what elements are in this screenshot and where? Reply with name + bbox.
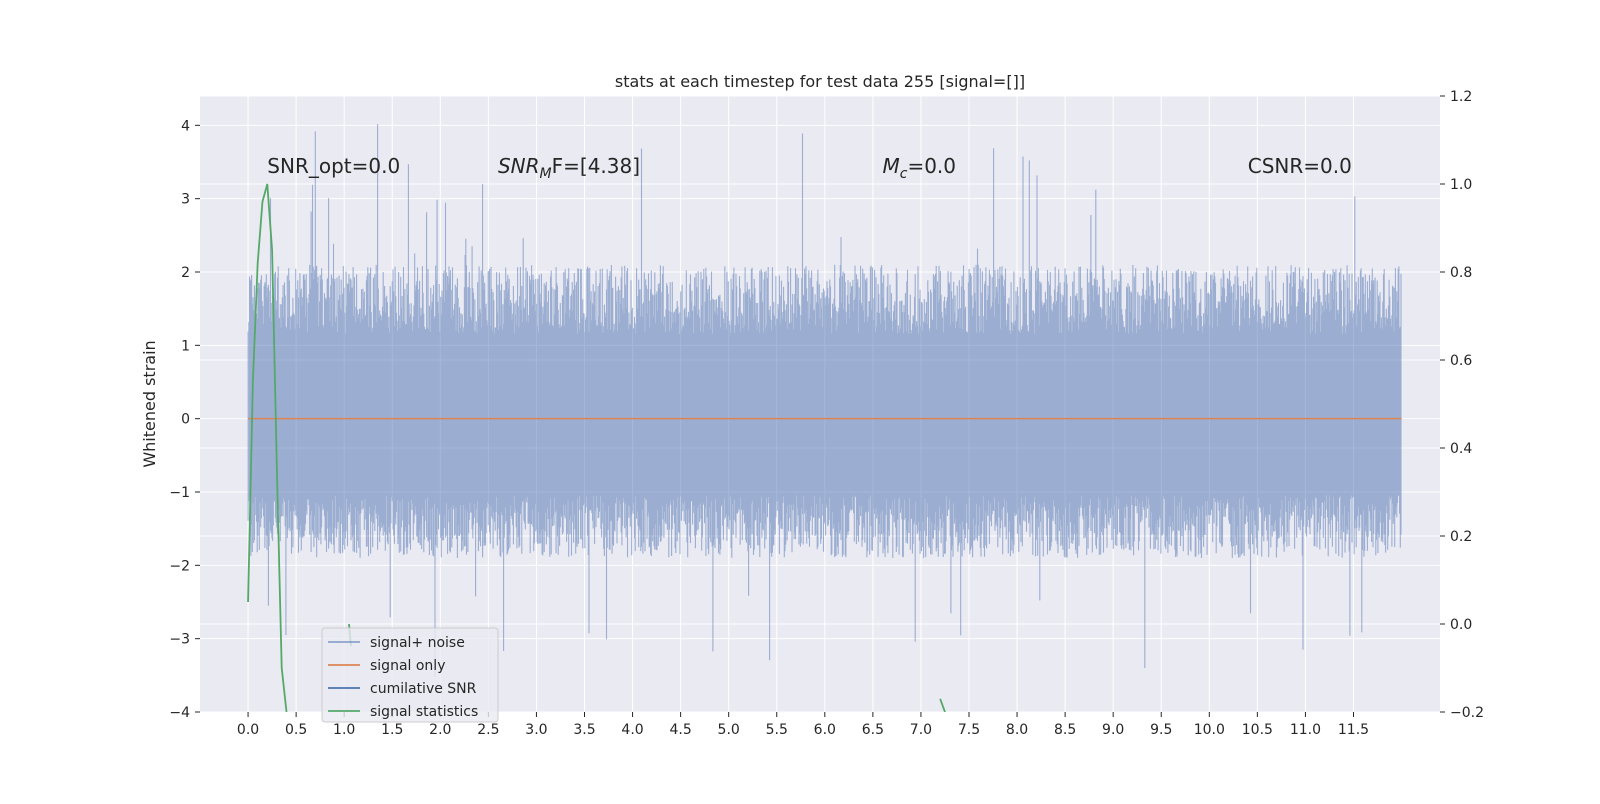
x-tick-label: 11.5 — [1338, 722, 1369, 738]
stat-annotation: Mc=0.0 — [882, 154, 956, 182]
y-tick-label: −2 — [169, 558, 190, 574]
y2-tick-label: 1.0 — [1450, 177, 1472, 193]
x-tick-label: 10.0 — [1194, 722, 1225, 738]
series-signal-statistics — [247, 183, 288, 712]
x-tick-label: 2.0 — [429, 722, 451, 738]
x-tick-label: 5.0 — [718, 722, 740, 738]
y-axis-label: Whitened strain — [140, 340, 159, 467]
annotation-layer: SNR_opt=0.0 SNRMF=[4.38] Mc=0.0 CSNR=0.0 — [267, 154, 1352, 182]
stat-annotation: SNRMF=[4.38] — [498, 154, 640, 182]
y-tick-label: 3 — [181, 192, 190, 208]
x-tick-label: 1.5 — [381, 722, 403, 738]
y-tick-label: 1 — [181, 338, 190, 354]
x-tick-label: 8.5 — [1054, 722, 1076, 738]
y2-tick-label: 0.4 — [1450, 441, 1472, 457]
x-tick-label: 2.5 — [477, 722, 499, 738]
y-tick-label: −1 — [169, 485, 190, 501]
legend-label: signal only — [370, 658, 445, 674]
legend-label: cumilative SNR — [370, 681, 477, 697]
x-tick-label: 0.0 — [237, 722, 259, 738]
y-tick-label: 2 — [181, 265, 190, 281]
x-tick-label: 7.5 — [958, 722, 980, 738]
y-tick-label: −4 — [169, 705, 190, 721]
x-tick-label: 1.0 — [333, 722, 355, 738]
series-signal-statistics — [939, 698, 946, 712]
y2-tick-label: 0.6 — [1450, 353, 1472, 369]
y2-tick-label: 1.2 — [1450, 89, 1472, 105]
y2-tick-label: 0.2 — [1450, 529, 1472, 545]
y2-tick-label: 0.8 — [1450, 265, 1472, 281]
x-tick-label: 6.0 — [814, 722, 836, 738]
legend-label: signal+ noise — [370, 635, 465, 651]
y2-tick-label: −0.2 — [1450, 705, 1484, 721]
x-tick-label: 9.0 — [1102, 722, 1124, 738]
stat-annotation: SNR_opt=0.0 — [267, 154, 400, 178]
legend-label: signal statistics — [370, 704, 478, 720]
x-tick-label: 8.0 — [1006, 722, 1028, 738]
x-tick-label: 11.0 — [1290, 722, 1321, 738]
x-tick-label: 3.5 — [573, 722, 595, 738]
series-layer — [247, 124, 1402, 712]
series-signal-noise — [247, 124, 1402, 677]
x-tick-label: 9.5 — [1150, 722, 1172, 738]
axes-layer: 0.0 0.5 1.0 1.5 2.0 2.5 3.0 3.5 4.0 4.5 5.0 5.5 6.0 6… — [169, 89, 1484, 738]
y2-tick-label: 0.0 — [1450, 617, 1472, 633]
legend-box — [321, 627, 499, 723]
stat-annotation: CSNR=0.0 — [1248, 154, 1352, 178]
chart-title: stats at each timestep for test data 255… — [615, 72, 1025, 91]
x-tick-label: 10.5 — [1242, 722, 1273, 738]
x-tick-label: 4.5 — [669, 722, 691, 738]
x-tick-label: 7.0 — [910, 722, 932, 738]
x-tick-label: 5.5 — [766, 722, 788, 738]
legend: signal+ noise signal only cumilative SNR si… — [321, 627, 499, 723]
y-tick-label: 0 — [181, 412, 190, 428]
x-tick-label: 0.5 — [285, 722, 307, 738]
x-tick-label: 4.0 — [621, 722, 643, 738]
x-tick-label: 6.5 — [862, 722, 884, 738]
x-tick-label: 3.0 — [525, 722, 547, 738]
y-tick-label: −3 — [169, 632, 190, 648]
y-tick-label: 4 — [181, 118, 190, 134]
